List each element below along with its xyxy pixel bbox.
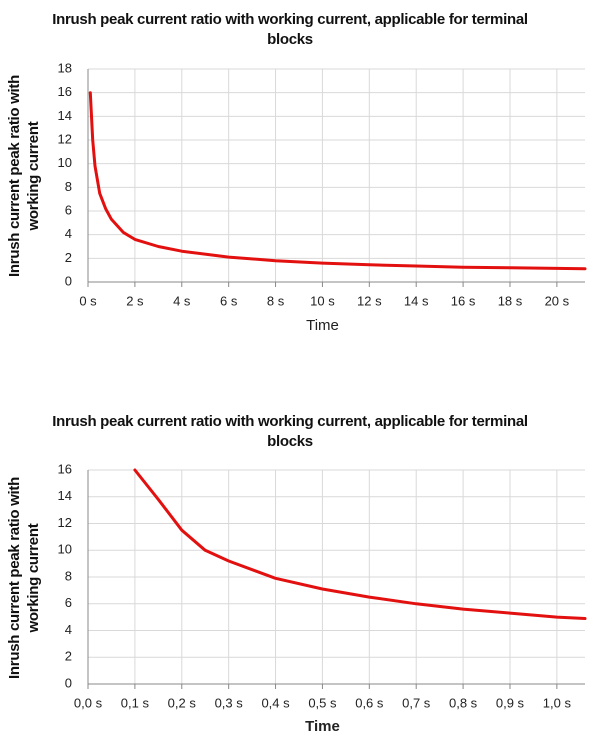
x-tick-label: 0,9 s [496, 695, 525, 710]
y-tick-label: 2 [65, 649, 72, 664]
data-line [88, 91, 587, 271]
chart-title: Inrush peak current ratio with working c… [52, 11, 528, 48]
x-tick-label: 0,6 s [355, 695, 384, 710]
y-tick-label: 4 [65, 226, 72, 241]
x-tick-label: 20 s [545, 293, 570, 308]
x-tick-label: 0,3 s [215, 695, 244, 710]
y-tick-label: 18 [58, 60, 72, 75]
x-tick-label: 0,8 s [449, 695, 478, 710]
y-tick-label: 14 [58, 108, 72, 123]
y-tick-label: 16 [58, 84, 72, 99]
x-tick-label: 0,5 s [308, 695, 337, 710]
y-axis-label: Inrush current peak ratio with working c… [6, 75, 42, 277]
x-tick-label: 4 s [173, 293, 191, 308]
x-tick-label: 0 s [79, 293, 97, 308]
y-tick-label: 12 [58, 131, 72, 146]
y-tick-label: 10 [58, 542, 72, 557]
y-tick-label: 0 [65, 273, 72, 288]
x-tick-label: 0,2 s [168, 695, 197, 710]
x-tick-label: 0,7 s [402, 695, 431, 710]
y-tick-label: 16 [58, 461, 72, 476]
y-tick-label: 6 [65, 202, 72, 217]
x-tick-label: 18 s [498, 293, 523, 308]
y-tick-label: 0 [65, 675, 72, 690]
y-axis-label: Inrush current peak ratio with working c… [6, 477, 42, 679]
x-tick-label: 16 s [451, 293, 476, 308]
x-tick-label: 8 s [267, 293, 285, 308]
y-tick-label: 8 [65, 568, 72, 583]
data-line [133, 468, 587, 620]
y-tick-label: 4 [65, 622, 72, 637]
x-tick-label: 0,0 s [74, 695, 103, 710]
y-tick-label: 8 [65, 179, 72, 194]
x-tick-label: 2 s [126, 293, 144, 308]
y-tick-label: 6 [65, 595, 72, 610]
y-tick-label: 14 [58, 488, 72, 503]
x-tick-label: 14 s [404, 293, 429, 308]
chart-title: Inrush peak current ratio with working c… [52, 413, 528, 450]
y-tick-label: 2 [65, 250, 72, 265]
x-tick-label: 1,0 s [543, 695, 572, 710]
x-tick-label: 12 s [357, 293, 382, 308]
x-tick-label: 0,1 s [121, 695, 150, 710]
x-tick-label: 0,4 s [261, 695, 290, 710]
x-tick-label: 10 s [310, 293, 335, 308]
y-tick-label: 10 [58, 155, 72, 170]
y-tick-label: 12 [58, 515, 72, 530]
x-axis-label: Time [306, 317, 339, 334]
x-axis-label: Time [305, 718, 340, 735]
x-tick-label: 6 s [220, 293, 238, 308]
